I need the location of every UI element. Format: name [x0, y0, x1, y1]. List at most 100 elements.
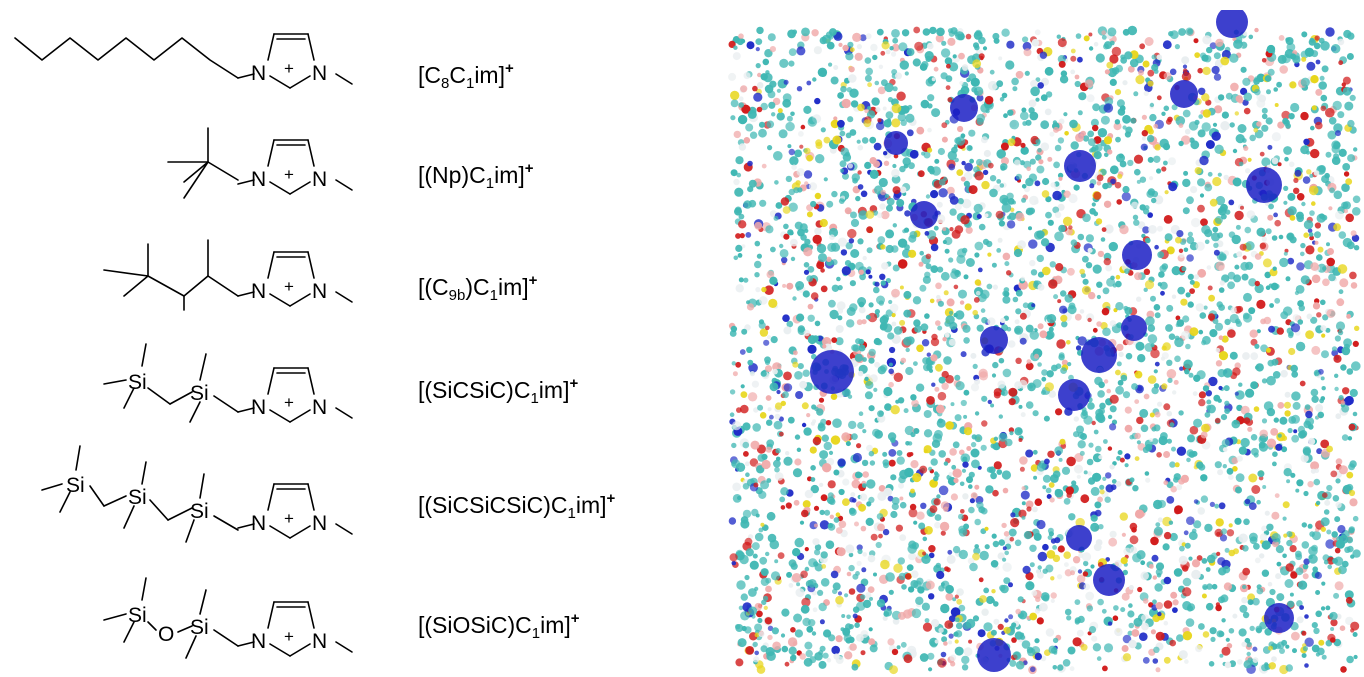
atom-sphere	[745, 232, 752, 238]
atom-sphere	[1299, 605, 1304, 610]
atom-sphere	[1249, 536, 1258, 545]
atom-sphere	[958, 289, 967, 299]
atom-sphere	[959, 300, 965, 305]
atom-sphere	[1279, 65, 1288, 74]
atom-sphere	[1063, 112, 1068, 117]
atom-sphere	[1103, 643, 1114, 653]
atom-sphere	[773, 151, 783, 161]
atom-sphere	[742, 422, 751, 431]
atom-sphere	[1079, 309, 1085, 314]
atom-sphere	[1178, 650, 1188, 660]
atom-sphere	[1325, 151, 1332, 158]
atom-sphere	[1003, 577, 1011, 585]
atom-sphere	[1006, 215, 1012, 220]
atom-sphere	[889, 303, 899, 313]
atom-sphere	[832, 418, 842, 429]
atom-sphere	[1082, 135, 1090, 142]
atom-sphere	[1338, 289, 1344, 295]
atom-sphere	[914, 41, 924, 51]
atom-sphere	[1003, 113, 1008, 119]
atom-sphere	[735, 624, 744, 632]
atom-sphere	[909, 452, 914, 457]
atom-sphere	[1352, 549, 1361, 558]
atom-sphere	[1064, 294, 1073, 303]
atom-sphere	[1070, 141, 1079, 150]
atom-sphere	[1160, 432, 1168, 440]
atom-sphere	[1311, 201, 1316, 206]
atom-sphere	[752, 423, 761, 432]
atom-sphere	[1186, 236, 1195, 245]
atom-sphere	[826, 41, 835, 50]
atom-sphere	[1116, 99, 1125, 108]
atom-sphere	[814, 652, 823, 661]
atom-sphere	[1005, 60, 1015, 70]
atom-sphere	[984, 544, 990, 550]
atom-sphere	[1303, 232, 1309, 238]
atom-sphere	[1095, 218, 1103, 225]
atom-sphere	[955, 381, 965, 391]
atom-sphere	[1180, 298, 1188, 306]
atom-sphere	[1098, 524, 1104, 530]
atom-sphere	[1006, 40, 1015, 49]
atom-sphere	[1146, 134, 1155, 143]
atom-sphere	[887, 332, 895, 340]
label-text: C	[449, 62, 466, 88]
atom-sphere	[1198, 87, 1206, 96]
atom-sphere	[829, 28, 837, 36]
atom-sphere	[936, 294, 941, 300]
atom-sphere	[877, 366, 886, 375]
atom-sphere	[1098, 455, 1103, 460]
atom-sphere	[736, 407, 742, 413]
atom-sphere	[868, 450, 875, 457]
atom-sphere	[976, 501, 984, 509]
atom-sphere	[882, 459, 890, 466]
atom-sphere	[1077, 615, 1085, 624]
large-ion-sphere	[1093, 564, 1125, 596]
atom-sphere	[1061, 321, 1068, 328]
atom-sphere	[1307, 523, 1313, 529]
atom-sphere	[880, 50, 886, 56]
atom-sphere	[1161, 352, 1169, 360]
atom-sphere	[1001, 203, 1012, 213]
atom-sphere	[924, 231, 930, 236]
atom-sphere	[845, 52, 854, 61]
atom-sphere	[1050, 182, 1056, 188]
atom-sphere	[1315, 404, 1324, 412]
atom-sphere	[1156, 452, 1162, 458]
atom-sphere	[1300, 454, 1309, 463]
atom-sphere	[1107, 27, 1117, 37]
atom-sphere	[1163, 215, 1173, 224]
atom-sphere	[823, 177, 828, 182]
atom-sphere	[911, 608, 922, 619]
atom-sphere	[1122, 634, 1132, 644]
atom-sphere	[1235, 134, 1245, 144]
atom-sphere	[1036, 254, 1044, 263]
large-ion-sphere	[1170, 80, 1198, 108]
atom-sphere	[962, 461, 969, 468]
atom-sphere	[1213, 73, 1222, 81]
atom-sphere	[837, 237, 847, 247]
atom-sphere	[1087, 317, 1092, 323]
atom-sphere	[864, 57, 872, 64]
atom-sphere	[993, 388, 1002, 397]
atom-sphere	[794, 537, 805, 548]
atom-sphere	[864, 74, 872, 82]
atom-sphere	[1214, 144, 1224, 154]
atom-sphere	[1217, 94, 1225, 101]
atom-sphere	[1024, 70, 1030, 76]
atom-sphere	[993, 436, 999, 441]
atom-sphere	[1231, 419, 1241, 429]
atom-sphere	[1167, 116, 1173, 123]
atom-sphere	[1304, 614, 1309, 619]
atom-sphere	[785, 121, 795, 132]
atom-sphere	[1040, 655, 1047, 662]
atom-sphere	[943, 641, 948, 646]
atom-sphere	[1196, 555, 1203, 561]
atom-sphere	[1163, 576, 1172, 585]
atom-sphere	[1211, 232, 1220, 242]
atom-sphere	[954, 617, 960, 623]
imidazolium-ring-icon	[237, 601, 353, 657]
atom-sphere	[1179, 366, 1184, 371]
atom-sphere	[1095, 53, 1105, 63]
atom-sphere	[1242, 611, 1250, 619]
